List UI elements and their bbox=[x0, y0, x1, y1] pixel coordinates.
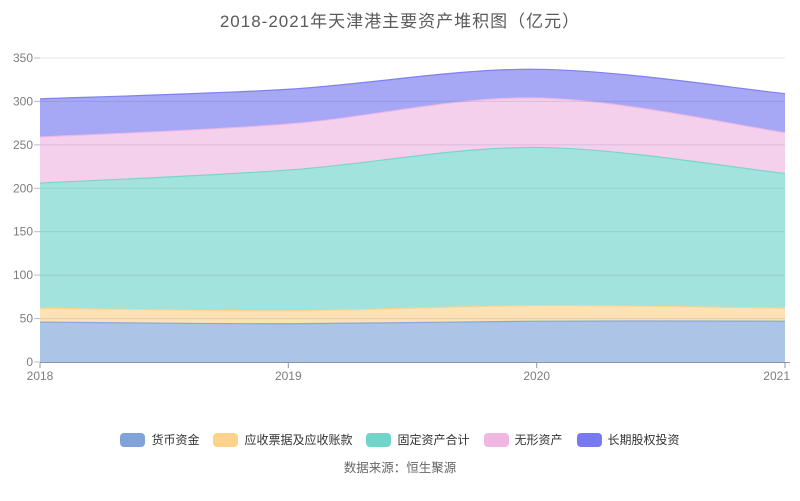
y-tick-label: 50 bbox=[20, 312, 34, 326]
line-long-term-equity-investment bbox=[39, 68, 786, 100]
line-notes-and-accounts-receivable bbox=[39, 304, 786, 312]
y-tick-label: 100 bbox=[13, 268, 33, 282]
line-fixed-assets-total bbox=[39, 146, 786, 184]
legend-swatch-monetary-funds bbox=[120, 432, 146, 447]
line-intangible-assets bbox=[39, 97, 786, 138]
legend-swatch-notes-and-accounts-receivable bbox=[213, 432, 239, 447]
legend-label: 固定资产合计 bbox=[397, 433, 470, 447]
y-tick-label: 350 bbox=[13, 51, 33, 65]
legend-item-notes-and-accounts-receivable[interactable]: 应收票据及应收账款 bbox=[213, 431, 352, 448]
legend-item-long-term-equity-investment[interactable]: 长期股权投资 bbox=[576, 431, 680, 448]
chart-legend: 货币资金 应收票据及应收账款 固定资产合计 无形资产 长期股权投资 bbox=[0, 431, 800, 448]
legend-swatch-fixed-assets-total bbox=[366, 432, 392, 447]
legend-label: 长期股权投资 bbox=[607, 433, 680, 447]
x-tick-label-2021: 2021 bbox=[763, 369, 790, 383]
legend-swatch-intangible-assets bbox=[483, 432, 509, 447]
stacked-area-chart[interactable]: 0 50 100 150 200 250 300 350 2018 2019 2020 2021 bbox=[0, 0, 800, 420]
legend-swatch-long-term-equity-investment bbox=[576, 432, 602, 447]
legend-label: 无形资产 bbox=[514, 433, 563, 447]
x-tick-label-2020: 2020 bbox=[523, 369, 550, 383]
x-tick-label-2018: 2018 bbox=[27, 369, 54, 383]
legend-label: 应收票据及应收账款 bbox=[244, 433, 353, 447]
y-tick-label: 200 bbox=[13, 181, 33, 195]
y-tick-label: 0 bbox=[26, 355, 33, 369]
legend-item-monetary-funds[interactable]: 货币资金 bbox=[120, 431, 199, 448]
y-tick-label: 250 bbox=[13, 138, 33, 152]
area-monetary-funds[interactable] bbox=[40, 320, 785, 362]
legend-item-fixed-assets-total[interactable]: 固定资产合计 bbox=[366, 431, 470, 448]
x-tick-label-2019: 2019 bbox=[275, 369, 302, 383]
chart-title: 2018-2021年天津港主要资产堆积图（亿元） bbox=[219, 12, 581, 31]
line-monetary-funds bbox=[39, 320, 786, 325]
legend-label: 货币资金 bbox=[151, 433, 200, 447]
y-tick-label: 300 bbox=[13, 94, 33, 108]
data-source-note: 数据来源：恒生聚源 bbox=[343, 461, 457, 475]
y-tick-label: 150 bbox=[13, 225, 33, 239]
legend-item-intangible-assets[interactable]: 无形资产 bbox=[483, 431, 563, 448]
